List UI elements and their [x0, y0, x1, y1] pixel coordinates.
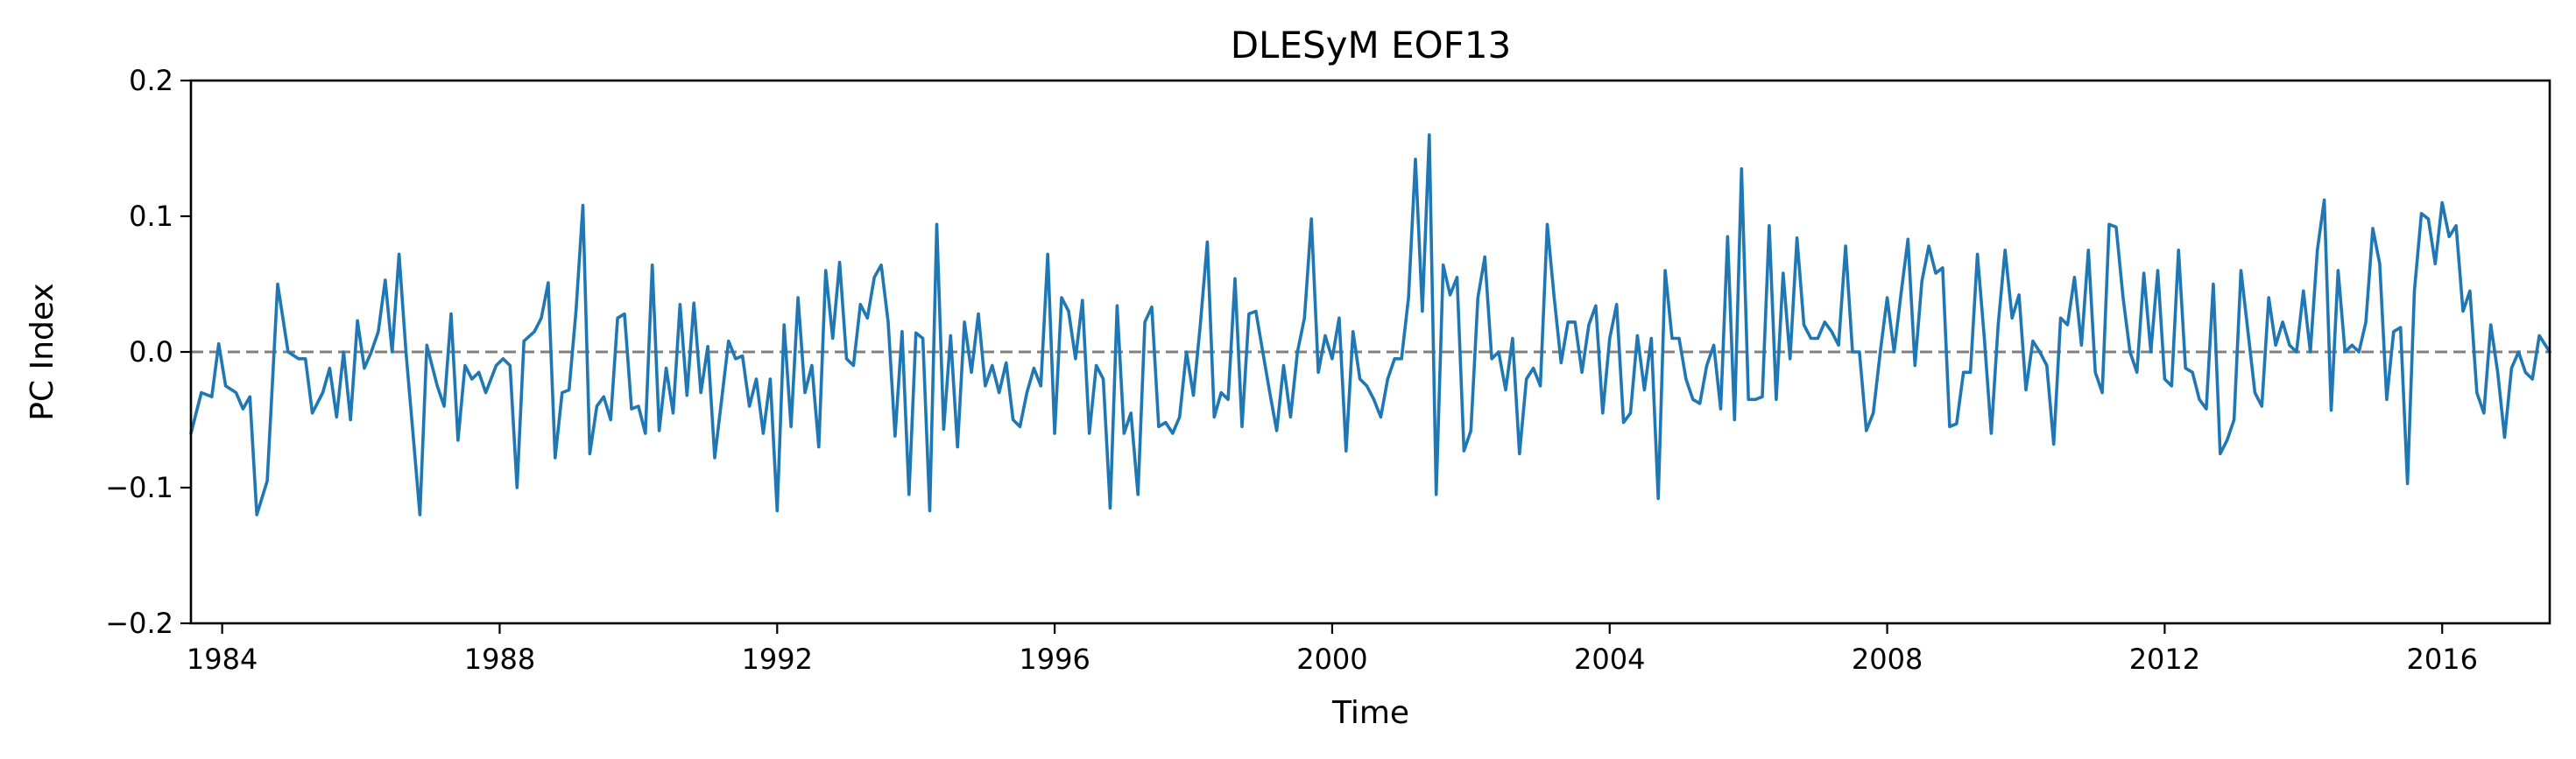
x-tick-label-2012: 2012 — [2129, 643, 2200, 676]
y-tick-label-3: 0.1 — [129, 200, 173, 233]
series-layer — [189, 133, 2551, 517]
y-tick-label-0: −0.2 — [105, 607, 173, 640]
x-tick-label-1988: 1988 — [464, 643, 535, 676]
x-axis-label: Time — [1331, 695, 1409, 731]
y-axis: −0.2 −0.1 0.0 0.1 0.2 — [105, 64, 191, 640]
x-tick-label-2008: 2008 — [1852, 643, 1923, 676]
x-tick-label-1992: 1992 — [742, 643, 813, 676]
y-tick-label-1: −0.1 — [105, 471, 173, 504]
x-tick-label-1984: 1984 — [187, 643, 258, 676]
y-axis-label: PC Index — [25, 283, 60, 420]
chart-title: DLESyM EOF13 — [1231, 24, 1512, 67]
x-tick-label-2004: 2004 — [1574, 643, 1645, 676]
y-tick-label-2: 0.0 — [129, 335, 173, 369]
x-tick-label-2000: 2000 — [1296, 643, 1367, 676]
series-line-0 — [189, 133, 2551, 517]
x-axis: 1984 1988 1992 1996 2000 2004 2008 2012 2016 — [187, 623, 2478, 676]
y-tick-label-4: 0.2 — [129, 64, 173, 97]
x-tick-label-1996: 1996 — [1019, 643, 1090, 676]
x-tick-label-2016: 2016 — [2407, 643, 2478, 676]
